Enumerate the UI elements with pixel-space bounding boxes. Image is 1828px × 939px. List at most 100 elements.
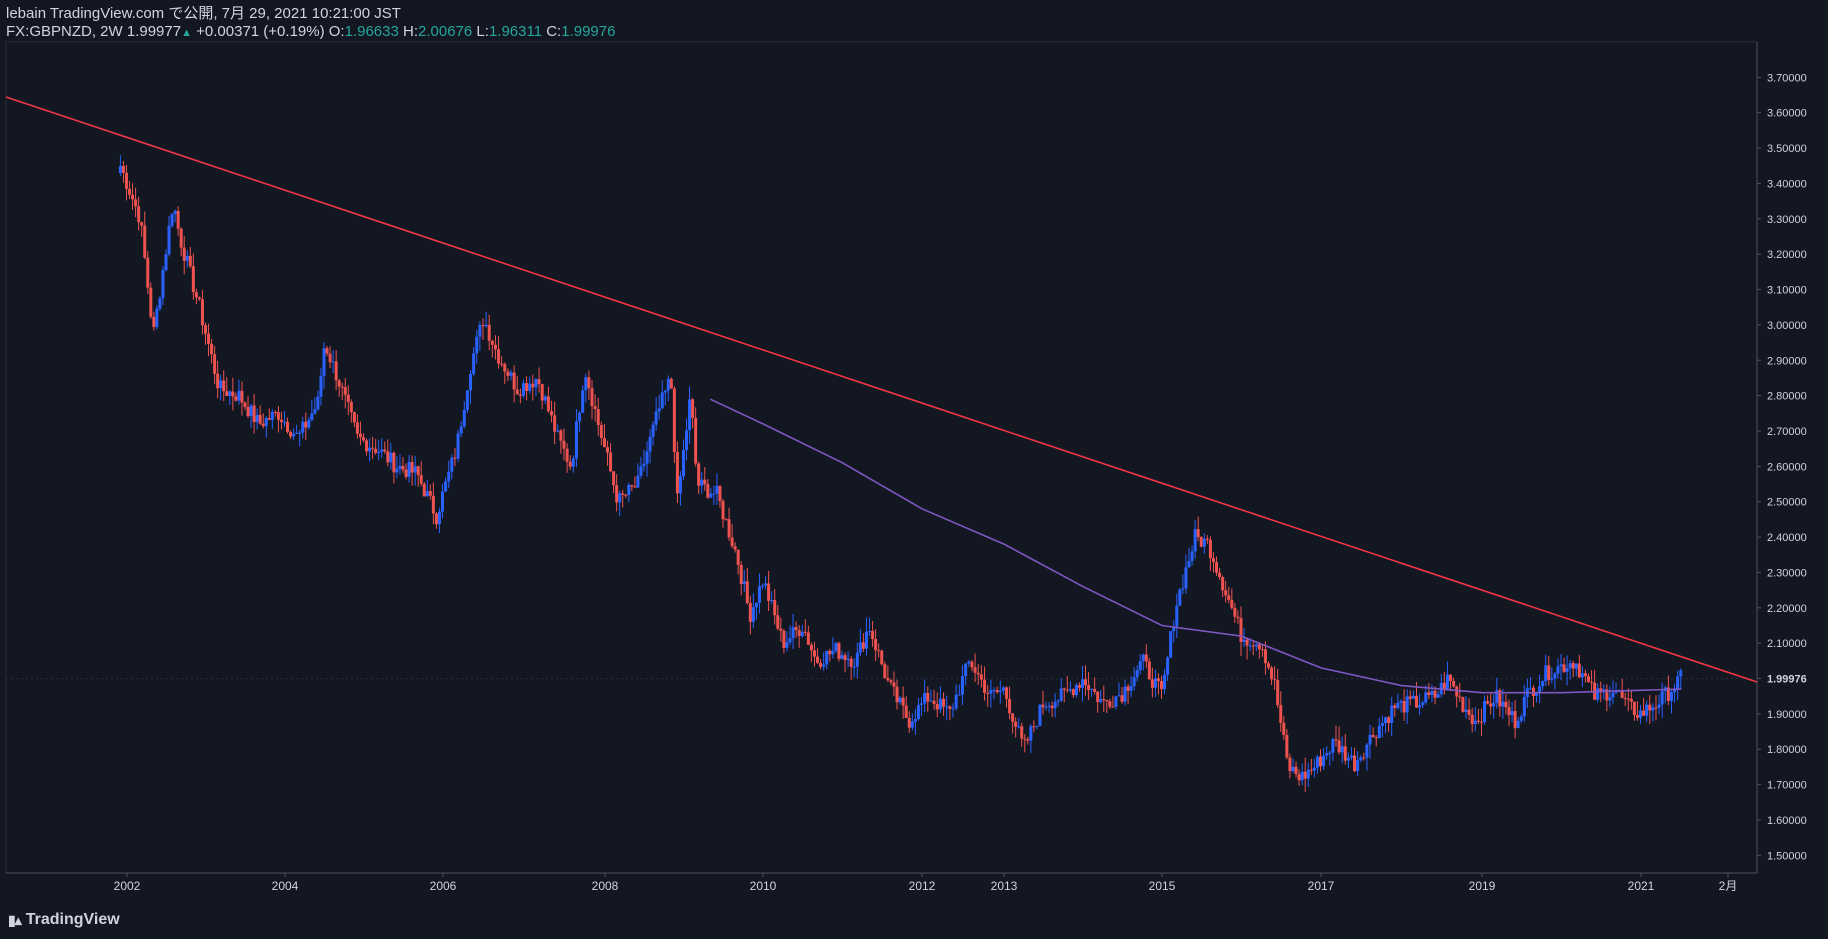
candle-body [1510,711,1514,716]
candle-body [346,394,350,403]
candle-body [152,316,156,328]
candle-body [1242,639,1246,642]
candle-body [512,372,516,390]
candle-body [1077,685,1081,688]
candle-body [1068,689,1072,691]
candle-body [1205,538,1209,540]
candle-body [298,432,302,434]
candle-body [493,344,497,350]
candle-body [1666,687,1670,701]
candle-body [703,479,707,485]
candle-body [149,287,153,317]
candle-body [581,390,585,413]
candle-body [1166,657,1170,675]
candle-body [1359,757,1363,761]
candle-body [556,430,560,432]
candle-body [1288,757,1292,772]
candle-body [1504,701,1508,708]
candle-body [1590,681,1594,683]
candle-body [413,466,417,473]
candle-body [828,650,832,655]
candle-body [954,694,958,709]
candle-body [137,206,141,223]
candle-body [1599,688,1603,692]
candle-body [1227,595,1231,600]
candle-body [669,378,673,389]
candle-body [453,457,457,459]
candle-body [1184,567,1188,589]
candle-body [1291,766,1295,772]
candle-body [945,706,949,708]
candle-body [1571,663,1575,669]
candle-body [1108,701,1112,707]
candle-body [1430,690,1434,695]
candle-body [1044,706,1048,708]
candle-body [1102,699,1106,701]
candle-body [1273,679,1277,681]
candle-body [1556,666,1560,674]
candle-body [636,475,640,488]
candle-body [938,698,942,710]
candle-body [1387,717,1391,723]
candle-body [1377,725,1381,738]
candle-body [748,603,752,622]
candle-body [1035,725,1039,727]
candle-body [118,165,122,174]
candle-body [1074,685,1078,696]
candle-body [694,417,698,464]
candle-body [797,630,801,636]
change-value: +0.00371 (+0.19%) [196,23,325,40]
candle-body [788,638,792,643]
price-tick-label: 2.20000 [1767,603,1807,615]
candle-body [895,686,899,703]
candle-body [1105,699,1109,702]
candle-body [754,602,758,608]
candle-body [521,383,525,396]
candle-body [1660,691,1664,705]
candle-body [831,650,835,655]
trend-line [5,96,1758,683]
candle-body [1221,577,1225,591]
candle-body [1541,681,1545,687]
candle-body [1187,561,1191,568]
price-tick-label: 3.50000 [1767,143,1807,155]
candle-body [1538,686,1542,693]
candle-body [537,379,541,385]
candle-body [1099,699,1103,702]
candle-body [128,188,132,195]
candle-body [1608,697,1612,701]
candle-body [267,418,271,420]
time-tick-label: 2017 [1308,879,1335,893]
candle-body [1587,676,1591,682]
candle-body [630,484,634,487]
candle-body [1374,737,1378,739]
candle-body [434,513,438,525]
candle-body [660,392,664,409]
candle-body [1353,755,1357,772]
candle-body [825,650,829,665]
candle-body [210,343,214,355]
candle-body [929,700,933,702]
candle-body [715,485,719,494]
candle-body [593,406,597,410]
candle-body [1489,703,1493,707]
candle-body [261,423,265,427]
candle-body [273,411,277,413]
candle-body [252,405,256,422]
candle-body [419,475,423,484]
candle-body [757,586,761,603]
candle-body [979,674,983,680]
candle-body [992,689,996,691]
price-tick-label: 1.70000 [1767,780,1807,792]
candle-body [487,324,491,341]
candle-body [800,631,804,636]
candle-body [681,450,685,477]
candle-body [803,631,807,633]
candle-body [374,448,378,453]
candle-body [1208,539,1212,559]
candle-body [307,420,311,428]
candle-body [883,664,887,679]
candle-body [392,452,396,473]
candle-body [1402,701,1406,713]
